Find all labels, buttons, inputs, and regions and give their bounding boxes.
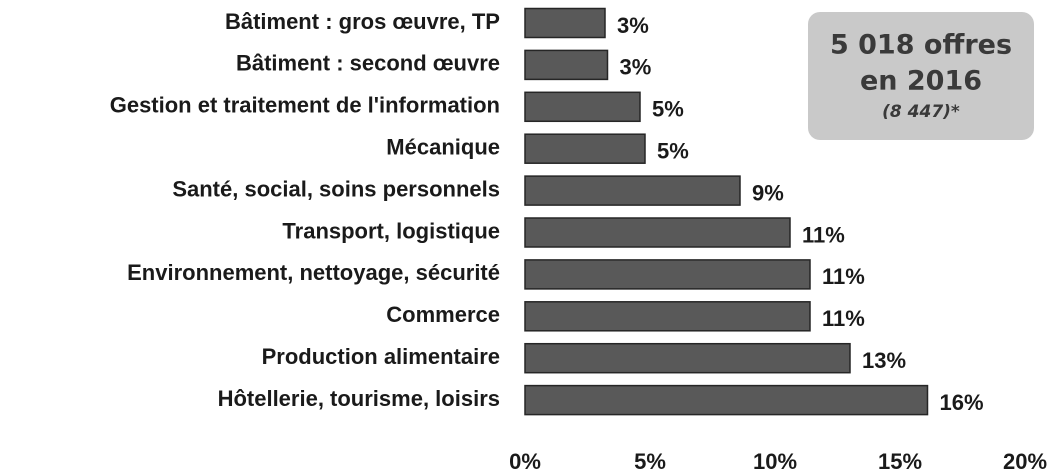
value-label: 3% [617, 13, 649, 38]
bar [524, 175, 741, 206]
value-label: 13% [862, 348, 906, 373]
value-label: 5% [652, 97, 684, 122]
bar [524, 7, 606, 39]
value-label: 11% [802, 222, 845, 247]
bar [524, 342, 851, 374]
category-label: Production alimentaire [262, 344, 500, 369]
category-label: Commerce [386, 302, 500, 327]
bar [524, 384, 929, 416]
x-tick-label: 5% [634, 449, 666, 474]
category-label: Bâtiment : gros œuvre, TP [225, 9, 500, 34]
annotation-note: (8 447)* [882, 102, 960, 122]
bar [524, 49, 609, 81]
annotation-line: en 2016 [860, 66, 982, 97]
category-label: Environnement, nettoyage, sécurité [127, 260, 500, 285]
value-label: 5% [657, 139, 689, 164]
category-label: Bâtiment : second œuvre [236, 51, 500, 76]
value-label: 11% [822, 264, 865, 289]
value-label: 11% [822, 306, 865, 331]
x-tick-label: 20% [1003, 449, 1047, 474]
bar [524, 91, 641, 123]
bar [524, 217, 791, 248]
bar [524, 259, 811, 290]
category-label: Transport, logistique [282, 218, 500, 243]
value-label: 16% [940, 390, 984, 415]
bar [524, 133, 646, 164]
category-label: Hôtellerie, tourisme, loisirs [218, 386, 500, 411]
category-label: Santé, social, soins personnels [172, 176, 500, 201]
x-tick-label: 15% [878, 449, 922, 474]
annotation-line: 5 018 offres [830, 30, 1012, 61]
category-label: Mécanique [386, 135, 500, 160]
bar [524, 301, 811, 332]
x-tick-label: 0% [509, 449, 541, 474]
category-label: Gestion et traitement de l'information [110, 93, 500, 118]
value-label: 9% [752, 180, 784, 205]
annotation-box [808, 12, 1034, 140]
value-label: 3% [620, 55, 652, 80]
x-tick-label: 10% [753, 449, 797, 474]
